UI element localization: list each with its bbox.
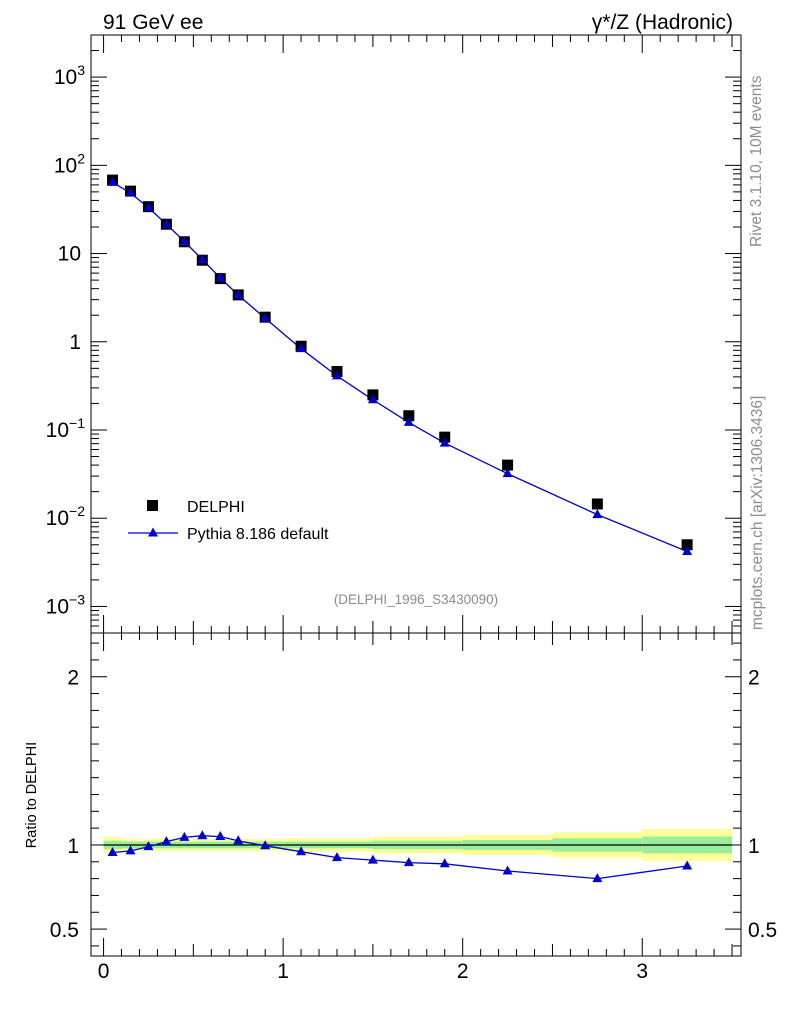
header-left: 91 GeV ee	[103, 11, 203, 34]
ratio-mc-point	[125, 845, 136, 855]
ratio-xtick-label: 3	[636, 960, 648, 983]
main-ytick-label: 10	[58, 243, 81, 266]
ratio-xtick-label: 1	[277, 960, 289, 983]
mc-point-pythia	[215, 272, 226, 282]
mc-point-pythia	[682, 545, 693, 555]
ratio-mc-point	[403, 857, 414, 867]
ratio-ytick-label-right: 2	[748, 667, 760, 690]
mc-point-pythia	[502, 468, 513, 478]
mc-line	[112, 181, 688, 553]
data-point-delphi	[439, 431, 451, 443]
mc-point-pythia	[197, 254, 208, 264]
mc-point-pythia	[296, 343, 307, 353]
main-ytick-label: 102	[54, 150, 85, 177]
ratio-mc-point	[592, 873, 603, 883]
ratio-mc-point	[296, 846, 307, 856]
ratio-mc-point	[161, 836, 172, 846]
main-ytick-label: 1	[69, 331, 81, 354]
ratio-ytick-label-right: 0.5	[748, 919, 777, 942]
mc-point-pythia	[107, 176, 118, 186]
mc-point-pythia	[260, 312, 271, 322]
ratio-mc-point	[682, 860, 693, 870]
ratio-mc-point	[331, 852, 342, 862]
ratio-mc-point	[143, 841, 154, 851]
ratio-mc-point	[502, 865, 513, 875]
mc-point-pythia	[161, 218, 172, 228]
ratio-mc-point	[233, 835, 244, 845]
mc-point-pythia	[233, 289, 244, 299]
mc-point-pythia	[125, 187, 136, 197]
ratio-frame	[90, 632, 742, 957]
mcplots-label: mcplots.cern.ch [arXiv:1306.3436]	[749, 396, 766, 630]
ratio-ylabel: Ratio to DELPHI	[24, 742, 40, 848]
legend: DELPHI Pythia 8.186 default	[128, 499, 329, 543]
header-right: γ*/Z (Hadronic)	[592, 11, 733, 34]
ratio-mc-point	[215, 831, 226, 841]
ratio-xtick-label: 2	[457, 960, 469, 983]
legend-label-delphi: DELPHI	[187, 499, 245, 516]
main-ytick-label: 10−1	[46, 415, 86, 442]
data-point-delphi	[403, 410, 415, 422]
main-ytick-label: 103	[54, 62, 85, 89]
ratio-mc-point	[179, 831, 190, 841]
ratio-mc-point	[197, 830, 208, 840]
mc-point-pythia	[331, 370, 342, 380]
mc-point-pythia	[179, 235, 190, 245]
ratio-mc-point	[260, 840, 271, 850]
ratio-ytick-label-right: 1	[748, 835, 760, 858]
main-frame	[90, 34, 742, 634]
ratio-ytick-label-left: 1	[67, 835, 79, 858]
mc-point-pythia	[403, 416, 414, 426]
ratio-mc-point	[367, 854, 378, 864]
ratio-mc-point	[107, 847, 118, 857]
mc-point-pythia	[592, 509, 603, 519]
data-point-delphi	[681, 539, 693, 551]
data-point-delphi	[502, 459, 514, 471]
ratio-panel: 0.5 0.5 1 1 2 2 0 1 2 3 Ratio to DELPHI	[24, 632, 777, 983]
legend-marker-delphi	[147, 500, 158, 511]
ratio-xtick-label: 0	[98, 960, 110, 983]
legend-marker-pythia	[148, 527, 158, 537]
ratio-ytick-label-left: 2	[67, 667, 79, 690]
rivet-label: Rivet 3.1.10, 10M events	[748, 75, 765, 247]
data-point-delphi	[591, 498, 603, 510]
main-ytick-label: 10−3	[46, 591, 86, 618]
ratio-mc-point	[439, 858, 450, 868]
legend-label-pythia: Pythia 8.186 default	[187, 526, 329, 543]
mc-point-pythia	[439, 437, 450, 447]
main-panel: 10−3 10−2 10−1 1 10 102 103 (DELPHI_1996_S3430…	[46, 34, 742, 634]
ratio-ytick-label-left: 0.5	[50, 919, 79, 942]
analysis-id: (DELPHI_1996_S3430090)	[334, 592, 498, 607]
mc-point-pythia	[143, 202, 154, 212]
main-ytick-label: 10−2	[46, 503, 86, 530]
mc-point-pythia	[367, 394, 378, 404]
